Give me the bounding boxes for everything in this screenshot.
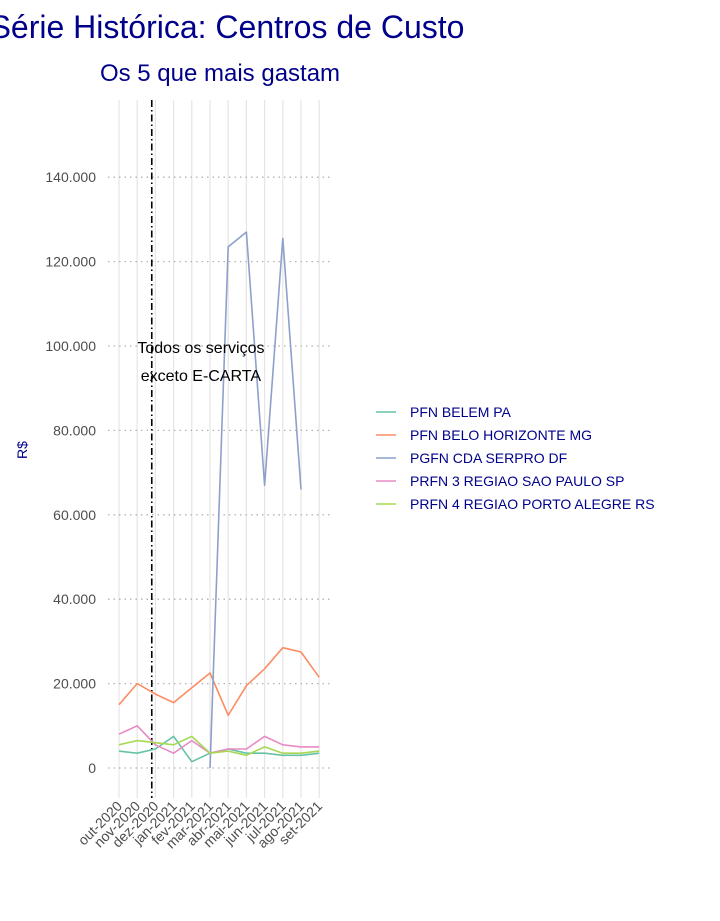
chart-title: Série Histórica: Centros de Custo — [0, 9, 464, 45]
series-line — [118, 646, 320, 717]
series-line — [209, 231, 302, 769]
legend-label: PFN BELEM PA — [410, 404, 512, 420]
y-tick-label: 20.000 — [53, 676, 96, 692]
legend-label: PGFN CDA SERPRO DF — [410, 450, 567, 466]
y-tick-label: 40.000 — [53, 591, 96, 607]
y-tick-label: 140.000 — [45, 169, 96, 185]
x-axis-ticks: out-2020nov-2020dez-2020jan-2021fev-2021… — [75, 798, 326, 852]
legend-label: PFN BELO HORIZONTE MG — [410, 427, 592, 443]
y-tick-label: 0 — [88, 760, 96, 776]
series-lines — [118, 231, 320, 769]
y-tick-label: 80.000 — [53, 422, 96, 438]
y-tick-label: 120.000 — [45, 254, 96, 270]
legend-label: PRFN 4 REGIAO PORTO ALEGRE RS — [410, 496, 655, 512]
series-line — [118, 735, 320, 757]
legend-label: PRFN 3 REGIAO SAO PAULO SP — [410, 473, 624, 489]
annotation: Todos os serviços exceto E-CARTA — [137, 340, 264, 385]
y-axis-title: R$ — [14, 441, 30, 459]
y-axis-ticks: 0 20.000 40.000 60.000 80.000 100.000 120.000 1… — [45, 169, 96, 776]
series-line — [118, 725, 320, 754]
y-tick-label: 60.000 — [53, 507, 96, 523]
annotation-text: exceto E-CARTA — [141, 368, 262, 385]
annotation-text: Todos os serviços — [137, 340, 264, 357]
chart-subtitle: Os 5 que mais gastam — [100, 60, 340, 87]
series-line — [118, 735, 320, 763]
grid — [108, 100, 332, 798]
legend: PFN BELEM PA PFN BELO HORIZONTE MG PGFN CD… — [376, 404, 655, 512]
y-tick-label: 100.000 — [45, 338, 96, 354]
